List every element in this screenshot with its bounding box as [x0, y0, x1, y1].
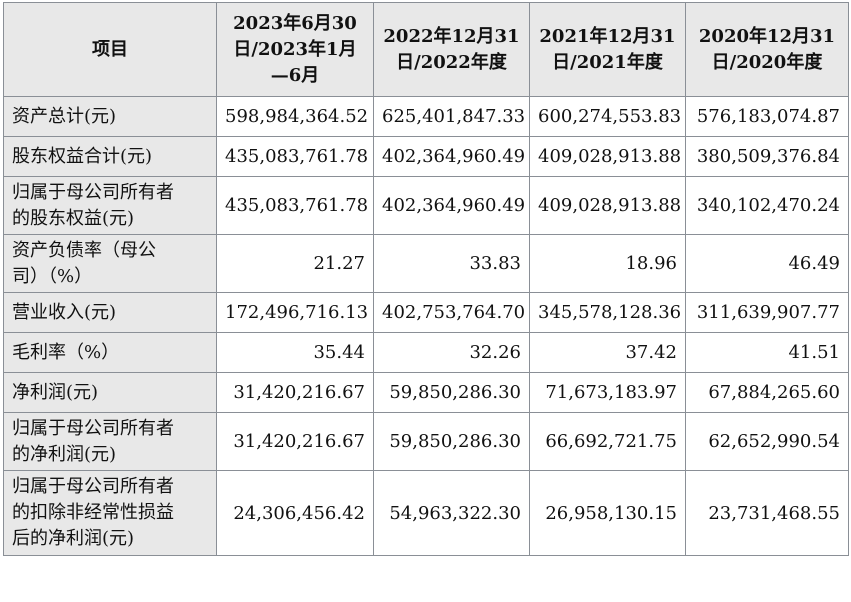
table-row: 归属于母公司所有者 的股东权益(元) 435,083,761.78 402,364,9… — [3, 176, 849, 235]
value-cell: 435,083,761.78 — [216, 136, 374, 177]
value-cell: 625,401,847.33 — [373, 96, 530, 137]
value-cell: 35.44 — [216, 332, 374, 373]
row-label: 归属于母公司所有者 的扣除非经常性损益 后的净利润(元) — [3, 470, 217, 556]
header-line: 2022年12月31 — [383, 25, 520, 47]
row-label-line: 营业收入(元) — [12, 301, 117, 323]
header-line: 日/2023年1月 — [233, 38, 357, 60]
value-cell: 435,083,761.78 — [216, 176, 374, 235]
row-label-line: 毛利率（%） — [12, 341, 120, 363]
value-cell: 172,496,716.13 — [216, 292, 374, 333]
table-row: 资产总计(元) 598,984,364.52 625,401,847.33 600,2… — [3, 96, 849, 137]
table-header: 项目 2023年6月30 日/2023年1月 —6月 2022年12月31 日/2022… — [3, 2, 849, 97]
row-label: 资产总计(元) — [3, 96, 217, 137]
header-period-3: 2021年12月31 日/2021年度 — [529, 2, 686, 97]
header-row: 项目 2023年6月30 日/2023年1月 —6月 2022年12月31 日/2022… — [3, 2, 849, 97]
value-cell: 409,028,913.88 — [529, 176, 686, 235]
row-label-line: 后的净利润(元) — [12, 528, 135, 549]
value-cell: 24,306,456.42 — [216, 470, 374, 556]
value-cell: 41.51 — [685, 332, 849, 373]
table-row: 归属于母公司所有者 的扣除非经常性损益 后的净利润(元) 24,306,456.42 5… — [3, 470, 849, 556]
value-cell: 32.26 — [373, 332, 530, 373]
value-cell: 66,692,721.75 — [529, 412, 686, 471]
table-row: 股东权益合计(元) 435,083,761.78 402,364,960.49 409… — [3, 136, 849, 177]
row-label-line: 的股东权益(元) — [12, 207, 135, 229]
row-label-line: 的净利润(元) — [12, 443, 117, 465]
value-cell: 18.96 — [529, 234, 686, 293]
table-row: 净利润(元) 31,420,216.67 59,850,286.30 71,673,1… — [3, 372, 849, 413]
value-cell: 67,884,265.60 — [685, 372, 849, 413]
table-row: 资产负债率（母公 司）（%） 21.27 33.83 18.96 46.49 — [3, 234, 849, 293]
value-cell: 598,984,364.52 — [216, 96, 374, 137]
header-line: 2021年12月31 — [539, 25, 676, 47]
row-label: 净利润(元) — [3, 372, 217, 413]
value-cell: 23,731,468.55 — [685, 470, 849, 556]
header-period-4: 2020年12月31 日/2020年度 — [685, 2, 849, 97]
value-cell: 340,102,470.24 — [685, 176, 849, 235]
header-line: 日/2020年度 — [711, 51, 823, 73]
value-cell: 21.27 — [216, 234, 374, 293]
row-label: 归属于母公司所有者 的净利润(元) — [3, 412, 217, 471]
value-cell: 402,364,960.49 — [373, 136, 530, 177]
header-line: —6月 — [270, 64, 320, 86]
value-cell: 345,578,128.36 — [529, 292, 686, 333]
row-label-line: 资产负债率（母公 — [12, 239, 156, 261]
header-line: 2020年12月31 — [698, 25, 836, 47]
table-row: 毛利率（%） 35.44 32.26 37.42 41.51 — [3, 332, 849, 373]
value-cell: 59,850,286.30 — [373, 412, 530, 471]
row-label-line: 归属于母公司所有者 — [12, 417, 174, 439]
value-cell: 576,183,074.87 — [685, 96, 849, 137]
row-label: 归属于母公司所有者 的股东权益(元) — [3, 176, 217, 235]
value-cell: 33.83 — [373, 234, 530, 293]
row-label-line: 归属于母公司所有者 — [12, 476, 174, 497]
header-line: 2023年6月30 — [233, 12, 357, 34]
value-cell: 31,420,216.67 — [216, 372, 374, 413]
header-period-1: 2023年6月30 日/2023年1月 —6月 — [216, 2, 374, 97]
row-label-line: 股东权益合计(元) — [12, 145, 153, 167]
table-row: 归属于母公司所有者 的净利润(元) 31,420,216.67 59,850,286.… — [3, 412, 849, 471]
value-cell: 26,958,130.15 — [529, 470, 686, 556]
value-cell: 62,652,990.54 — [685, 412, 849, 471]
header-item: 项目 — [3, 2, 217, 97]
row-label: 毛利率（%） — [3, 332, 217, 373]
row-label-line: 净利润(元) — [12, 381, 99, 403]
row-label-line: 的扣除非经常性损益 — [12, 502, 174, 523]
table-body: 资产总计(元) 598,984,364.52 625,401,847.33 600,2… — [3, 96, 849, 556]
header-line: 日/2022年度 — [396, 51, 507, 73]
row-label: 股东权益合计(元) — [3, 136, 217, 177]
value-cell: 37.42 — [529, 332, 686, 373]
value-cell: 31,420,216.67 — [216, 412, 374, 471]
row-label: 营业收入(元) — [3, 292, 217, 333]
value-cell: 311,639,907.77 — [685, 292, 849, 333]
value-cell: 59,850,286.30 — [373, 372, 530, 413]
value-cell: 380,509,376.84 — [685, 136, 849, 177]
row-label-line: 归属于母公司所有者 — [12, 181, 174, 203]
value-cell: 402,753,764.70 — [373, 292, 530, 333]
row-label-line: 资产总计(元) — [12, 105, 117, 127]
value-cell: 46.49 — [685, 234, 849, 293]
table-row: 营业收入(元) 172,496,716.13 402,753,764.70 345,5… — [3, 292, 849, 333]
row-label-line: 司）（%） — [12, 265, 93, 287]
header-line: 日/2021年度 — [552, 51, 663, 73]
value-cell: 71,673,183.97 — [529, 372, 686, 413]
header-period-2: 2022年12月31 日/2022年度 — [373, 2, 530, 97]
value-cell: 600,274,553.83 — [529, 96, 686, 137]
value-cell: 409,028,913.88 — [529, 136, 686, 177]
financial-data-table: 项目 2023年6月30 日/2023年1月 —6月 2022年12月31 日/2022… — [3, 2, 849, 556]
value-cell: 54,963,322.30 — [373, 470, 530, 556]
row-label: 资产负债率（母公 司）（%） — [3, 234, 217, 293]
value-cell: 402,364,960.49 — [373, 176, 530, 235]
